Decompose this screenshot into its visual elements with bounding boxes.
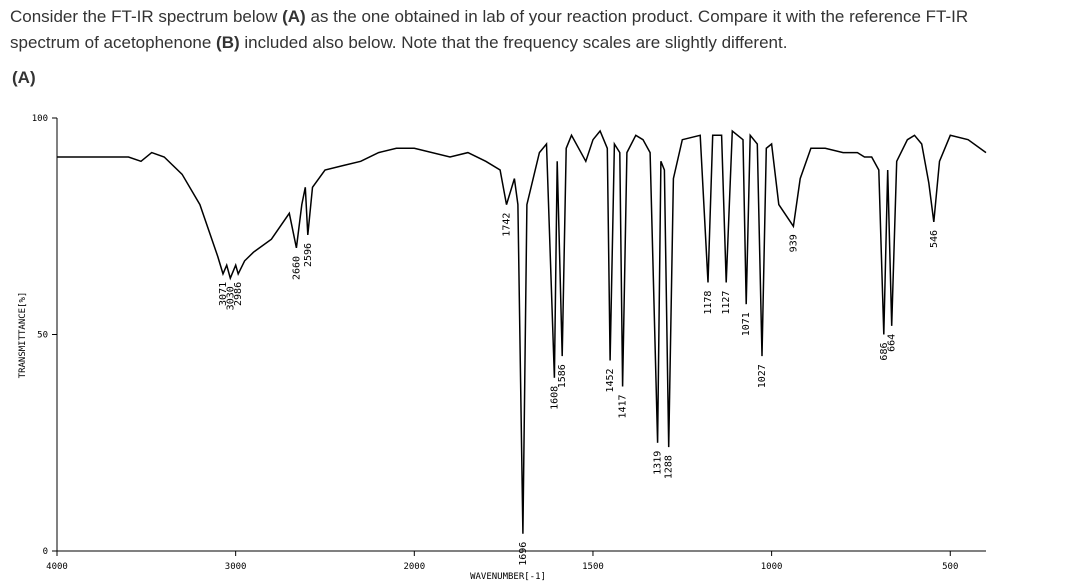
peak-label: 1586 [557, 364, 568, 388]
peak-label: 1742 [501, 213, 512, 237]
question: Consider the FT-IR spectrum below (A) as… [10, 4, 1060, 56]
peak-label: 1452 [605, 368, 616, 392]
x-tick-label: 2000 [403, 562, 425, 572]
peak-label: 3030 [225, 286, 236, 310]
text: Consider the FT-IR spectrum below [10, 7, 283, 26]
peak-label: 1027 [757, 364, 768, 388]
x-tick-label: 1500 [582, 562, 604, 572]
spectrum-line [57, 129, 987, 534]
peak-label: 939 [788, 234, 799, 252]
peak-label: 686 [879, 343, 890, 361]
peak-label: 1178 [703, 291, 714, 315]
peak-label: 3071 [218, 282, 229, 306]
text: (A) [282, 7, 306, 26]
peak-label: 1608 [549, 386, 560, 410]
peak-label: 1319 [653, 451, 664, 475]
peak-label: 1417 [618, 394, 629, 418]
peak-label: 1071 [741, 312, 752, 336]
y-tick-label: 50 [37, 331, 48, 341]
peak-label: 664 [887, 334, 898, 352]
peak-label: 2986 [233, 282, 244, 306]
text: included also below. Note that the frequ… [239, 33, 788, 52]
peak-label: 1127 [721, 291, 732, 315]
peak-label: 1288 [664, 455, 675, 479]
y-tick-label: 0 [43, 547, 48, 557]
x-tick-label: 4000 [46, 562, 68, 572]
text: (B) [216, 33, 240, 52]
text: spectrum of acetophenone [10, 33, 217, 52]
x-tick-label: 500 [942, 562, 958, 572]
text: as the one obtained in lab of your react… [305, 7, 969, 26]
peak-label: 546 [929, 230, 940, 248]
x-tick-label: 3000 [225, 562, 247, 572]
x-tick-label: 1000 [761, 562, 783, 572]
x-axis-label: WAVENUMBER[-1] [470, 572, 546, 582]
peak-label: 1696 [518, 542, 529, 566]
y-tick-label: 100 [32, 114, 48, 124]
y-axis-label: TRANSMITTANCE[%] [18, 292, 28, 379]
figure-label: (A) [12, 68, 36, 87]
peak-label: 2660 [291, 256, 302, 280]
peak-label: 2596 [303, 243, 314, 267]
